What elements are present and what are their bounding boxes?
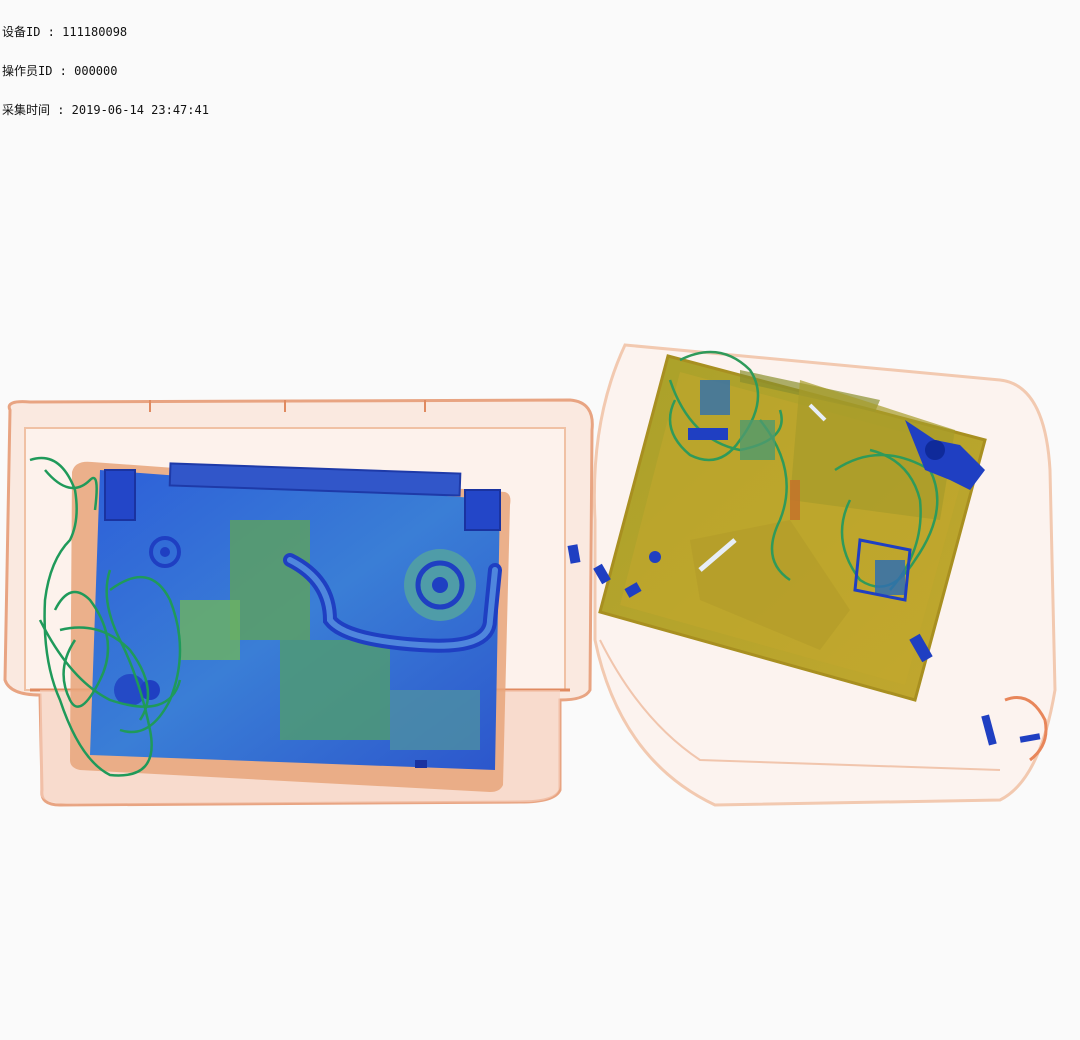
operator-id-label: 操作员ID : 000000 bbox=[2, 64, 118, 78]
metal-clips bbox=[567, 544, 1041, 746]
left-cable bbox=[29, 456, 182, 777]
right-components bbox=[688, 380, 985, 602]
laptop-object bbox=[70, 461, 511, 792]
scan-metadata-overlay: 设备ID : 111180098 操作员ID : 000000 采集时间 : 2… bbox=[2, 0, 209, 130]
device-id-label: 设备ID : 111180098 bbox=[2, 25, 128, 39]
capture-time-label: 采集时间 : 2019-06-14 23:47:41 bbox=[2, 103, 209, 117]
